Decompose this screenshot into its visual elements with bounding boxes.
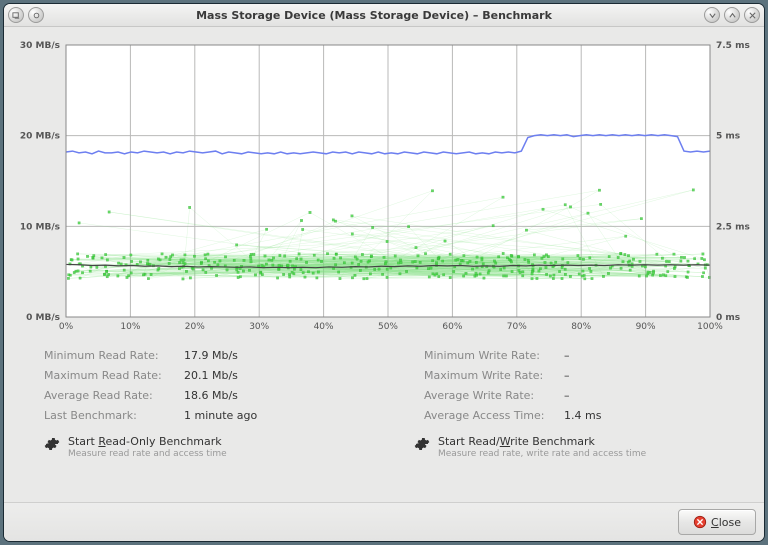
svg-text:100%: 100% — [697, 322, 723, 332]
action-subtitle: Measure read rate and access time — [68, 449, 227, 459]
benchmark-chart: 0% 10% 20% 30% 40% 50% 60% 70% 80% 90% 100% 0 MB/s 1… — [18, 37, 750, 337]
close-icon — [748, 11, 757, 20]
svg-text:50%: 50% — [378, 322, 398, 332]
stat-value: 18.6 Mb/s — [184, 389, 238, 402]
benchmark-window: Mass Storage Device (Mass Storage Device… — [3, 3, 765, 542]
svg-text:20%: 20% — [185, 322, 205, 332]
svg-text:30 MB/s: 30 MB/s — [20, 41, 60, 51]
window-menu-button[interactable] — [8, 7, 24, 23]
svg-text:10%: 10% — [120, 322, 140, 332]
content-area: 0% 10% 20% 30% 40% 50% 60% 70% 80% 90% 100% 0 MB/s 1… — [4, 27, 764, 502]
stat-label: Minimum Write Rate: — [424, 349, 564, 362]
svg-text:30%: 30% — [249, 322, 269, 332]
svg-text:2.5 ms: 2.5 ms — [716, 222, 750, 232]
stat-label: Average Read Rate: — [44, 389, 184, 402]
stat-value: 1 minute ago — [184, 409, 257, 422]
close-button[interactable] — [744, 7, 760, 23]
close-label: Close — [711, 516, 741, 529]
minimize-button[interactable] — [704, 7, 720, 23]
svg-text:70%: 70% — [507, 322, 527, 332]
stats-left-col: Minimum Read Rate:17.9 Mb/s Maximum Read… — [44, 345, 344, 425]
svg-text:40%: 40% — [314, 322, 334, 332]
dialog-footer: Close — [4, 502, 764, 541]
stat-label: Average Write Rate: — [424, 389, 564, 402]
svg-text:20 MB/s: 20 MB/s — [20, 132, 60, 142]
actions-panel: Start Read-Only Benchmark Measure read r… — [18, 429, 750, 459]
svg-text:5 ms: 5 ms — [716, 132, 740, 142]
window-sticky-button[interactable] — [28, 7, 44, 23]
gear-icon — [44, 436, 60, 452]
gear-icon — [414, 436, 430, 452]
start-readonly-benchmark[interactable]: Start Read-Only Benchmark Measure read r… — [44, 435, 354, 459]
svg-text:90%: 90% — [636, 322, 656, 332]
stat-value: 17.9 Mb/s — [184, 349, 238, 362]
stat-value: 20.1 Mb/s — [184, 369, 238, 382]
stat-label: Minimum Read Rate: — [44, 349, 184, 362]
svg-text:7.5 ms: 7.5 ms — [716, 41, 750, 51]
stat-value: 1.4 ms — [564, 409, 601, 422]
stat-label: Average Access Time: — [424, 409, 564, 422]
svg-text:0 ms: 0 ms — [716, 313, 740, 323]
stat-value: – — [564, 349, 570, 362]
titlebar: Mass Storage Device (Mass Storage Device… — [4, 4, 764, 27]
chevron-down-icon — [708, 11, 717, 20]
action-title: Start Read/Write Benchmark — [438, 435, 646, 448]
chart-svg: 0% 10% 20% 30% 40% 50% 60% 70% 80% 90% 100% 0 MB/s 1… — [18, 37, 750, 337]
close-dialog-button[interactable]: Close — [678, 509, 756, 535]
stat-label: Maximum Write Rate: — [424, 369, 564, 382]
stats-panel: Minimum Read Rate:17.9 Mb/s Maximum Read… — [18, 337, 750, 429]
stat-value: – — [564, 369, 570, 382]
maximize-button[interactable] — [724, 7, 740, 23]
stat-label: Maximum Read Rate: — [44, 369, 184, 382]
circle-icon — [32, 11, 41, 20]
stats-right-col: Minimum Write Rate:– Maximum Write Rate:… — [424, 345, 724, 425]
error-close-icon — [693, 515, 707, 529]
stat-label: Last Benchmark: — [44, 409, 184, 422]
start-readwrite-benchmark[interactable]: Start Read/Write Benchmark Measure read … — [414, 435, 724, 459]
svg-text:0 MB/s: 0 MB/s — [26, 313, 60, 323]
window-menu-icon — [12, 11, 21, 20]
stat-value: – — [564, 389, 570, 402]
action-subtitle: Measure read rate, write rate and access… — [438, 449, 646, 459]
chevron-up-icon — [728, 11, 737, 20]
action-title: Start Read-Only Benchmark — [68, 435, 227, 448]
svg-text:60%: 60% — [442, 322, 462, 332]
svg-text:80%: 80% — [571, 322, 591, 332]
window-title: Mass Storage Device (Mass Storage Device… — [44, 9, 704, 22]
svg-text:0%: 0% — [59, 322, 74, 332]
svg-text:10 MB/s: 10 MB/s — [20, 222, 60, 232]
